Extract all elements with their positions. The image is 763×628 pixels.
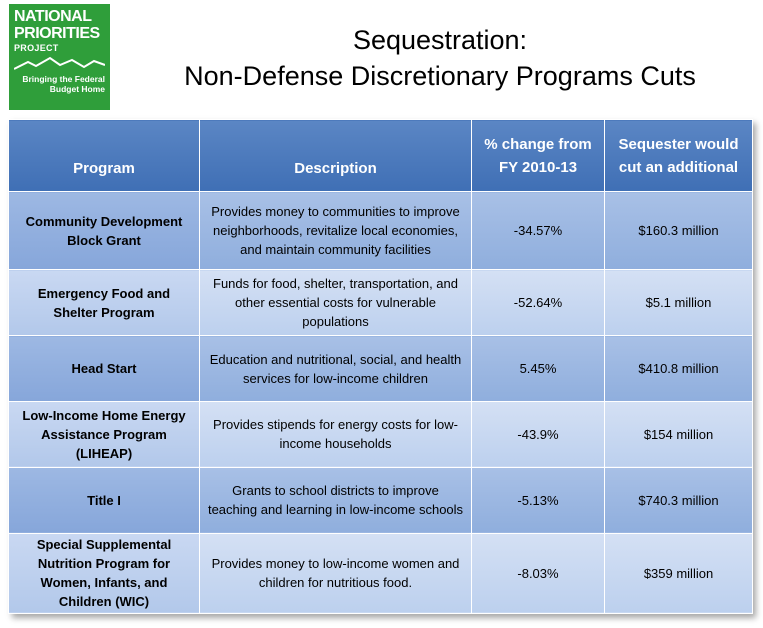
logo-text-priorities: PRIORITIES [14,25,100,42]
cut-amount-cell: $154 million [604,400,753,468]
cut-amount-cell: $410.8 million [604,335,753,402]
program-cell: Title I [8,466,200,534]
table-row: Special Supplemental Nutrition Program f… [8,532,753,615]
percent-change-cell: -5.13% [471,466,605,534]
logo-text-project: PROJECT [14,43,59,53]
percent-change-cell: 5.45% [471,335,605,402]
description-cell: Grants to school districts to improve te… [199,466,472,534]
description-cell: Funds for food, shelter, transportation,… [199,269,472,337]
cuts-table-container: Program Description % change from FY 201… [8,119,753,615]
cut-amount-cell: $5.1 million [604,269,753,337]
percent-change-cell: -8.03% [471,532,605,615]
description-cell: Education and nutritional, social, and h… [199,335,472,402]
cut-amount-cell: $359 million [604,532,753,615]
header-sequester-cut: Sequester would cut an additional [604,119,753,192]
cut-amount-cell: $740.3 million [604,466,753,534]
logo-tagline: Bringing the Federal Budget Home [22,74,105,94]
cut-amount-cell: $160.3 million [604,190,753,271]
page-title: Sequestration: Non-Defense Discretionary… [120,22,760,94]
logo-text-national: NATIONAL [14,8,92,25]
mountain-icon [14,56,105,70]
header-description: Description [199,119,472,192]
table-row: Emergency Food and Shelter Program Funds… [8,269,753,337]
percent-change-cell: -34.57% [471,190,605,271]
table-row: Community Development Block Grant Provid… [8,190,753,271]
table-row: Low-Income Home Energy Assistance Progra… [8,400,753,468]
table-row: Head Start Education and nutritional, so… [8,335,753,402]
description-cell: Provides money to low-income women and c… [199,532,472,615]
title-line-2: Non-Defense Discretionary Programs Cuts [184,61,696,91]
table-row: Title I Grants to school districts to im… [8,466,753,534]
header-program: Program [8,119,200,192]
program-cell: Low-Income Home Energy Assistance Progra… [8,400,200,468]
description-cell: Provides stipends for energy costs for l… [199,400,472,468]
npp-logo: NATIONAL PRIORITIES PROJECT Bringing the… [9,4,110,110]
description-cell: Provides money to communities to improve… [199,190,472,271]
percent-change-cell: -43.9% [471,400,605,468]
title-line-1: Sequestration: [352,25,528,55]
header-percent-change: % change from FY 2010-13 [471,119,605,192]
program-cell: Community Development Block Grant [8,190,200,271]
program-cell: Special Supplemental Nutrition Program f… [8,532,200,615]
program-cell: Head Start [8,335,200,402]
percent-change-cell: -52.64% [471,269,605,337]
cuts-table: Program Description % change from FY 201… [8,119,753,615]
table-header-row: Program Description % change from FY 201… [8,119,753,192]
program-cell: Emergency Food and Shelter Program [8,269,200,337]
